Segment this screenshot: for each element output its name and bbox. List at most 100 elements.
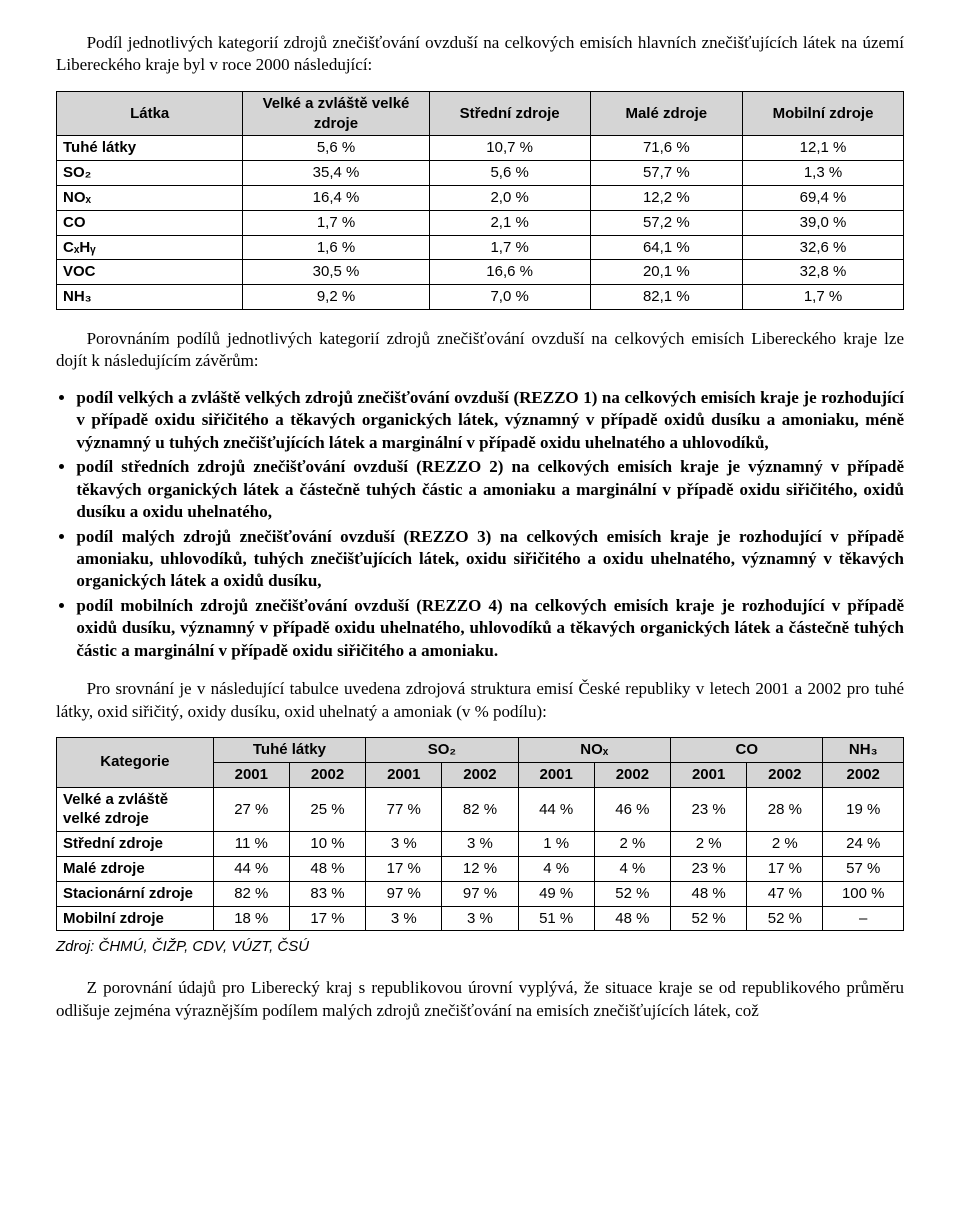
cell: 52 %	[671, 906, 747, 931]
cell: 9,2 %	[243, 285, 429, 310]
table-row: Velké a zvláště velké zdroje27 %25 %77 %…	[57, 787, 904, 832]
list-item: podíl malých zdrojů znečišťování ovzduší…	[76, 526, 904, 593]
cell: 1,7 %	[743, 285, 904, 310]
year-header: 2002	[289, 762, 365, 787]
cell: 48 %	[289, 857, 365, 882]
row-label: NOₓ	[57, 186, 243, 211]
table2-top-header-row: Kategorie Tuhé látky SO₂ NOₓ CO NH₃	[57, 738, 904, 763]
cell: 12,1 %	[743, 136, 904, 161]
cell: 44 %	[213, 857, 289, 882]
cell: 10,7 %	[429, 136, 590, 161]
table-row: CO1,7 %2,1 %57,2 %39,0 %	[57, 210, 904, 235]
list-item: podíl velkých a zvláště velkých zdrojů z…	[76, 387, 904, 454]
table-row: SO₂35,4 %5,6 %57,7 %1,3 %	[57, 161, 904, 186]
cell: 18 %	[213, 906, 289, 931]
cell: 52 %	[747, 906, 823, 931]
table-row: Stacionární zdroje82 %83 %97 %97 %49 %52…	[57, 881, 904, 906]
cell: 48 %	[671, 881, 747, 906]
table-row: Malé zdroje44 %48 %17 %12 %4 %4 %23 %17 …	[57, 857, 904, 882]
cell: 19 %	[823, 787, 904, 832]
cell: 16,6 %	[429, 260, 590, 285]
cell: 32,8 %	[743, 260, 904, 285]
cell: 1,6 %	[243, 235, 429, 260]
year-header: 2002	[442, 762, 518, 787]
table-row: Střední zdroje11 %10 %3 %3 %1 %2 %2 %2 %…	[57, 832, 904, 857]
cell: 5,6 %	[243, 136, 429, 161]
table1-col-velke: Velké a zvláště velké zdroje	[243, 91, 429, 136]
cell: 82,1 %	[590, 285, 742, 310]
national-comparison-table: Kategorie Tuhé látky SO₂ NOₓ CO NH₃ 2001…	[56, 737, 904, 931]
list-item: podíl mobilních zdrojů znečišťování ovzd…	[76, 595, 904, 662]
cell: 2 %	[671, 832, 747, 857]
row-label: CO	[57, 210, 243, 235]
table2-col-nox: NOₓ	[518, 738, 670, 763]
table-row: Mobilní zdroje18 %17 %3 %3 %51 %48 %52 %…	[57, 906, 904, 931]
cell: 1,7 %	[429, 235, 590, 260]
cell: 32,6 %	[743, 235, 904, 260]
list-item: podíl středních zdrojů znečišťování ovzd…	[76, 456, 904, 523]
cell: 5,6 %	[429, 161, 590, 186]
cell: 49 %	[518, 881, 594, 906]
table-row: NH₃9,2 %7,0 %82,1 %1,7 %	[57, 285, 904, 310]
cell: 97 %	[366, 881, 442, 906]
year-header: 2002	[823, 762, 904, 787]
comparison-paragraph: Porovnáním podílů jednotlivých kategorií…	[56, 328, 904, 373]
row-label: Tuhé látky	[57, 136, 243, 161]
cell: 44 %	[518, 787, 594, 832]
cell: 1,7 %	[243, 210, 429, 235]
emissions-share-table: Látka Velké a zvláště velké zdroje Střed…	[56, 91, 904, 310]
cell: –	[823, 906, 904, 931]
year-header: 2001	[213, 762, 289, 787]
table-row: NOₓ16,4 %2,0 %12,2 %69,4 %	[57, 186, 904, 211]
cell: 23 %	[671, 787, 747, 832]
intro-paragraph: Podíl jednotlivých kategorií zdrojů zneč…	[56, 32, 904, 77]
cell: 46 %	[594, 787, 670, 832]
table-row: VOC30,5 %16,6 %20,1 %32,8 %	[57, 260, 904, 285]
cell: 16,4 %	[243, 186, 429, 211]
cell: 100 %	[823, 881, 904, 906]
year-header: 2002	[747, 762, 823, 787]
cell: 47 %	[747, 881, 823, 906]
cell: 25 %	[289, 787, 365, 832]
cell: 57,7 %	[590, 161, 742, 186]
row-label: NH₃	[57, 285, 243, 310]
cell: 27 %	[213, 787, 289, 832]
table2-col-kategorie: Kategorie	[57, 738, 214, 788]
table2-col-nh3: NH₃	[823, 738, 904, 763]
row-label: CₓHᵧ	[57, 235, 243, 260]
cell: 10 %	[289, 832, 365, 857]
cell: 17 %	[366, 857, 442, 882]
cell: 20,1 %	[590, 260, 742, 285]
cell: 1,3 %	[743, 161, 904, 186]
table1-col-stredni: Střední zdroje	[429, 91, 590, 136]
year-header: 2002	[594, 762, 670, 787]
cell: 2,0 %	[429, 186, 590, 211]
table2-col-so2: SO₂	[366, 738, 518, 763]
cell: 64,1 %	[590, 235, 742, 260]
cell: 77 %	[366, 787, 442, 832]
cell: 3 %	[366, 906, 442, 931]
cell: 30,5 %	[243, 260, 429, 285]
cell: 3 %	[442, 906, 518, 931]
table2-col-co: CO	[671, 738, 823, 763]
row-label: Střední zdroje	[57, 832, 214, 857]
year-header: 2001	[366, 762, 442, 787]
cell: 23 %	[671, 857, 747, 882]
cell: 35,4 %	[243, 161, 429, 186]
row-label: Mobilní zdroje	[57, 906, 214, 931]
table-row: Tuhé látky5,6 %10,7 %71,6 %12,1 %	[57, 136, 904, 161]
cell: 12,2 %	[590, 186, 742, 211]
cell: 12 %	[442, 857, 518, 882]
cell: 82 %	[213, 881, 289, 906]
conclusions-list: podíl velkých a zvláště velkých zdrojů z…	[56, 387, 904, 662]
cell: 17 %	[747, 857, 823, 882]
cell: 52 %	[594, 881, 670, 906]
cell: 17 %	[289, 906, 365, 931]
cell: 3 %	[442, 832, 518, 857]
cell: 51 %	[518, 906, 594, 931]
cell: 4 %	[518, 857, 594, 882]
row-label: SO₂	[57, 161, 243, 186]
row-label: Stacionární zdroje	[57, 881, 214, 906]
cell: 2,1 %	[429, 210, 590, 235]
cell: 1 %	[518, 832, 594, 857]
